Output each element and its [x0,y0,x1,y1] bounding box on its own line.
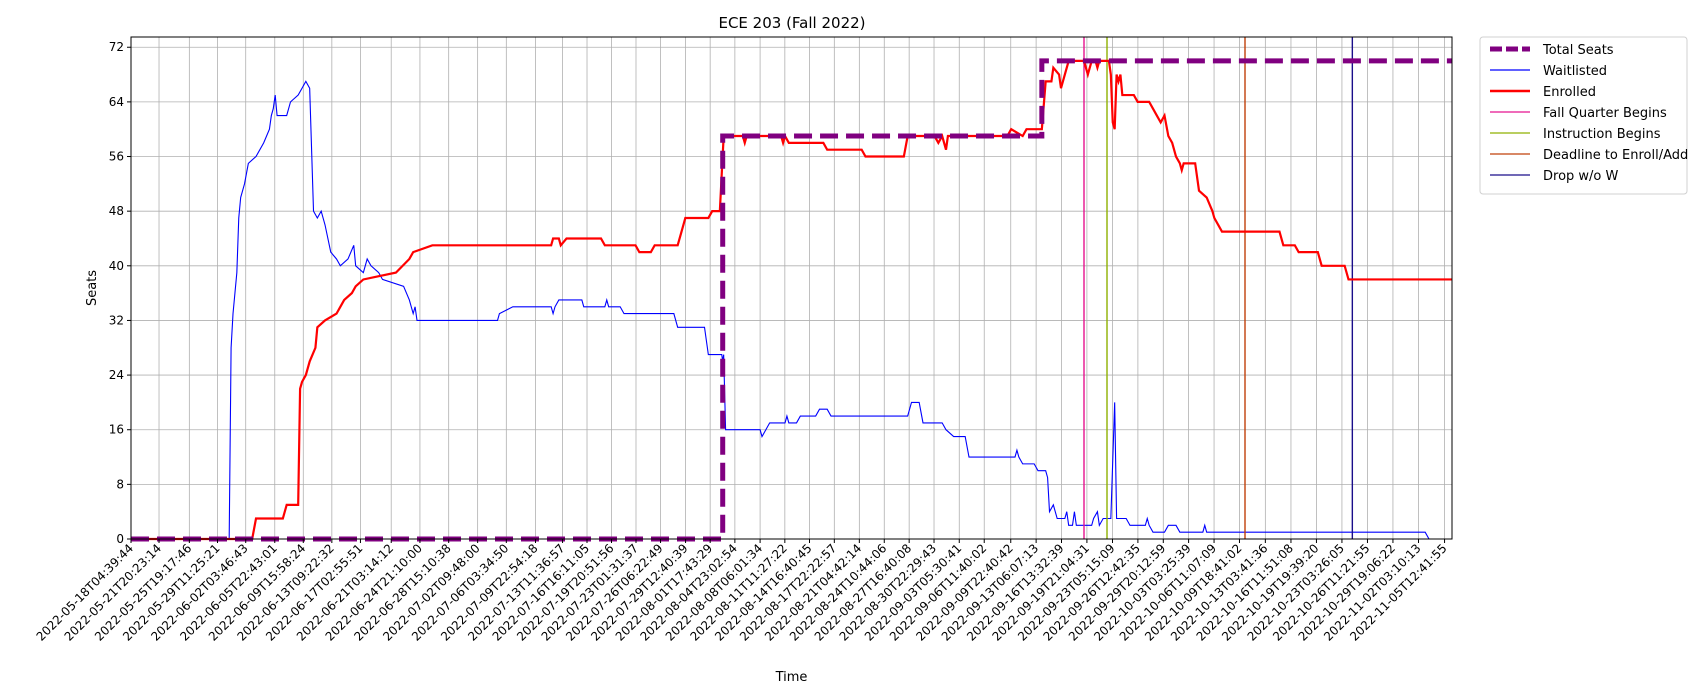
y-axis-title: Seats [85,270,100,306]
y-axis: 0 8 16 24 32 40 48 56 64 72 [109,40,131,546]
y-tick-label: 8 [116,477,124,491]
legend-label-total-seats: Total Seats [1542,43,1614,58]
series-waitlisted [131,80,1452,540]
y-tick-label: 24 [109,368,124,382]
legend-label-drop-w-o-w: Drop w/o W [1543,169,1619,184]
y-tick-label: 64 [109,95,124,109]
y-tick-label: 56 [109,150,124,164]
x-axis: 2022-05-18T04:39:442022-05-21T20:23:1420… [34,539,1450,644]
x-axis-title: Time [775,670,808,685]
legend-box [1479,36,1688,195]
legend-label-fall-quarter-begins: Fall Quarter Begins [1543,106,1667,121]
legend: Total Seats Waitlisted Enrolled Fall Quarte… [1479,36,1688,195]
chart-title: ECE 203 (Fall 2022) [718,14,865,32]
legend-label-waitlisted: Waitlisted [1543,64,1607,79]
legend-label-instruction-begins: Instruction Begins [1543,127,1661,142]
y-tick-label: 16 [109,423,124,437]
y-tick-label: 0 [116,532,124,546]
legend-label-enrolled: Enrolled [1543,85,1596,100]
series-enrolled [131,59,1452,541]
plot-area [131,37,1452,542]
y-tick-label: 32 [109,313,124,327]
y-tick-label: 40 [109,259,124,273]
plot-frame [130,36,1453,540]
y-tick-label: 48 [109,204,124,218]
series-total-seats [131,58,1452,542]
grid [130,37,1452,540]
y-tick-label: 72 [109,40,124,54]
legend-label-deadline-to-enroll-add: Deadline to Enroll/Add [1543,148,1688,163]
